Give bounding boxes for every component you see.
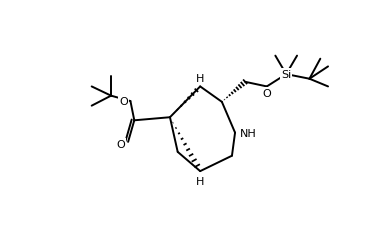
Text: Si: Si bbox=[281, 70, 291, 80]
Text: H: H bbox=[196, 74, 204, 84]
Text: H: H bbox=[196, 176, 204, 186]
Text: NH: NH bbox=[240, 128, 256, 138]
Text: O: O bbox=[116, 140, 125, 150]
Text: O: O bbox=[119, 97, 128, 107]
Text: O: O bbox=[263, 89, 271, 99]
